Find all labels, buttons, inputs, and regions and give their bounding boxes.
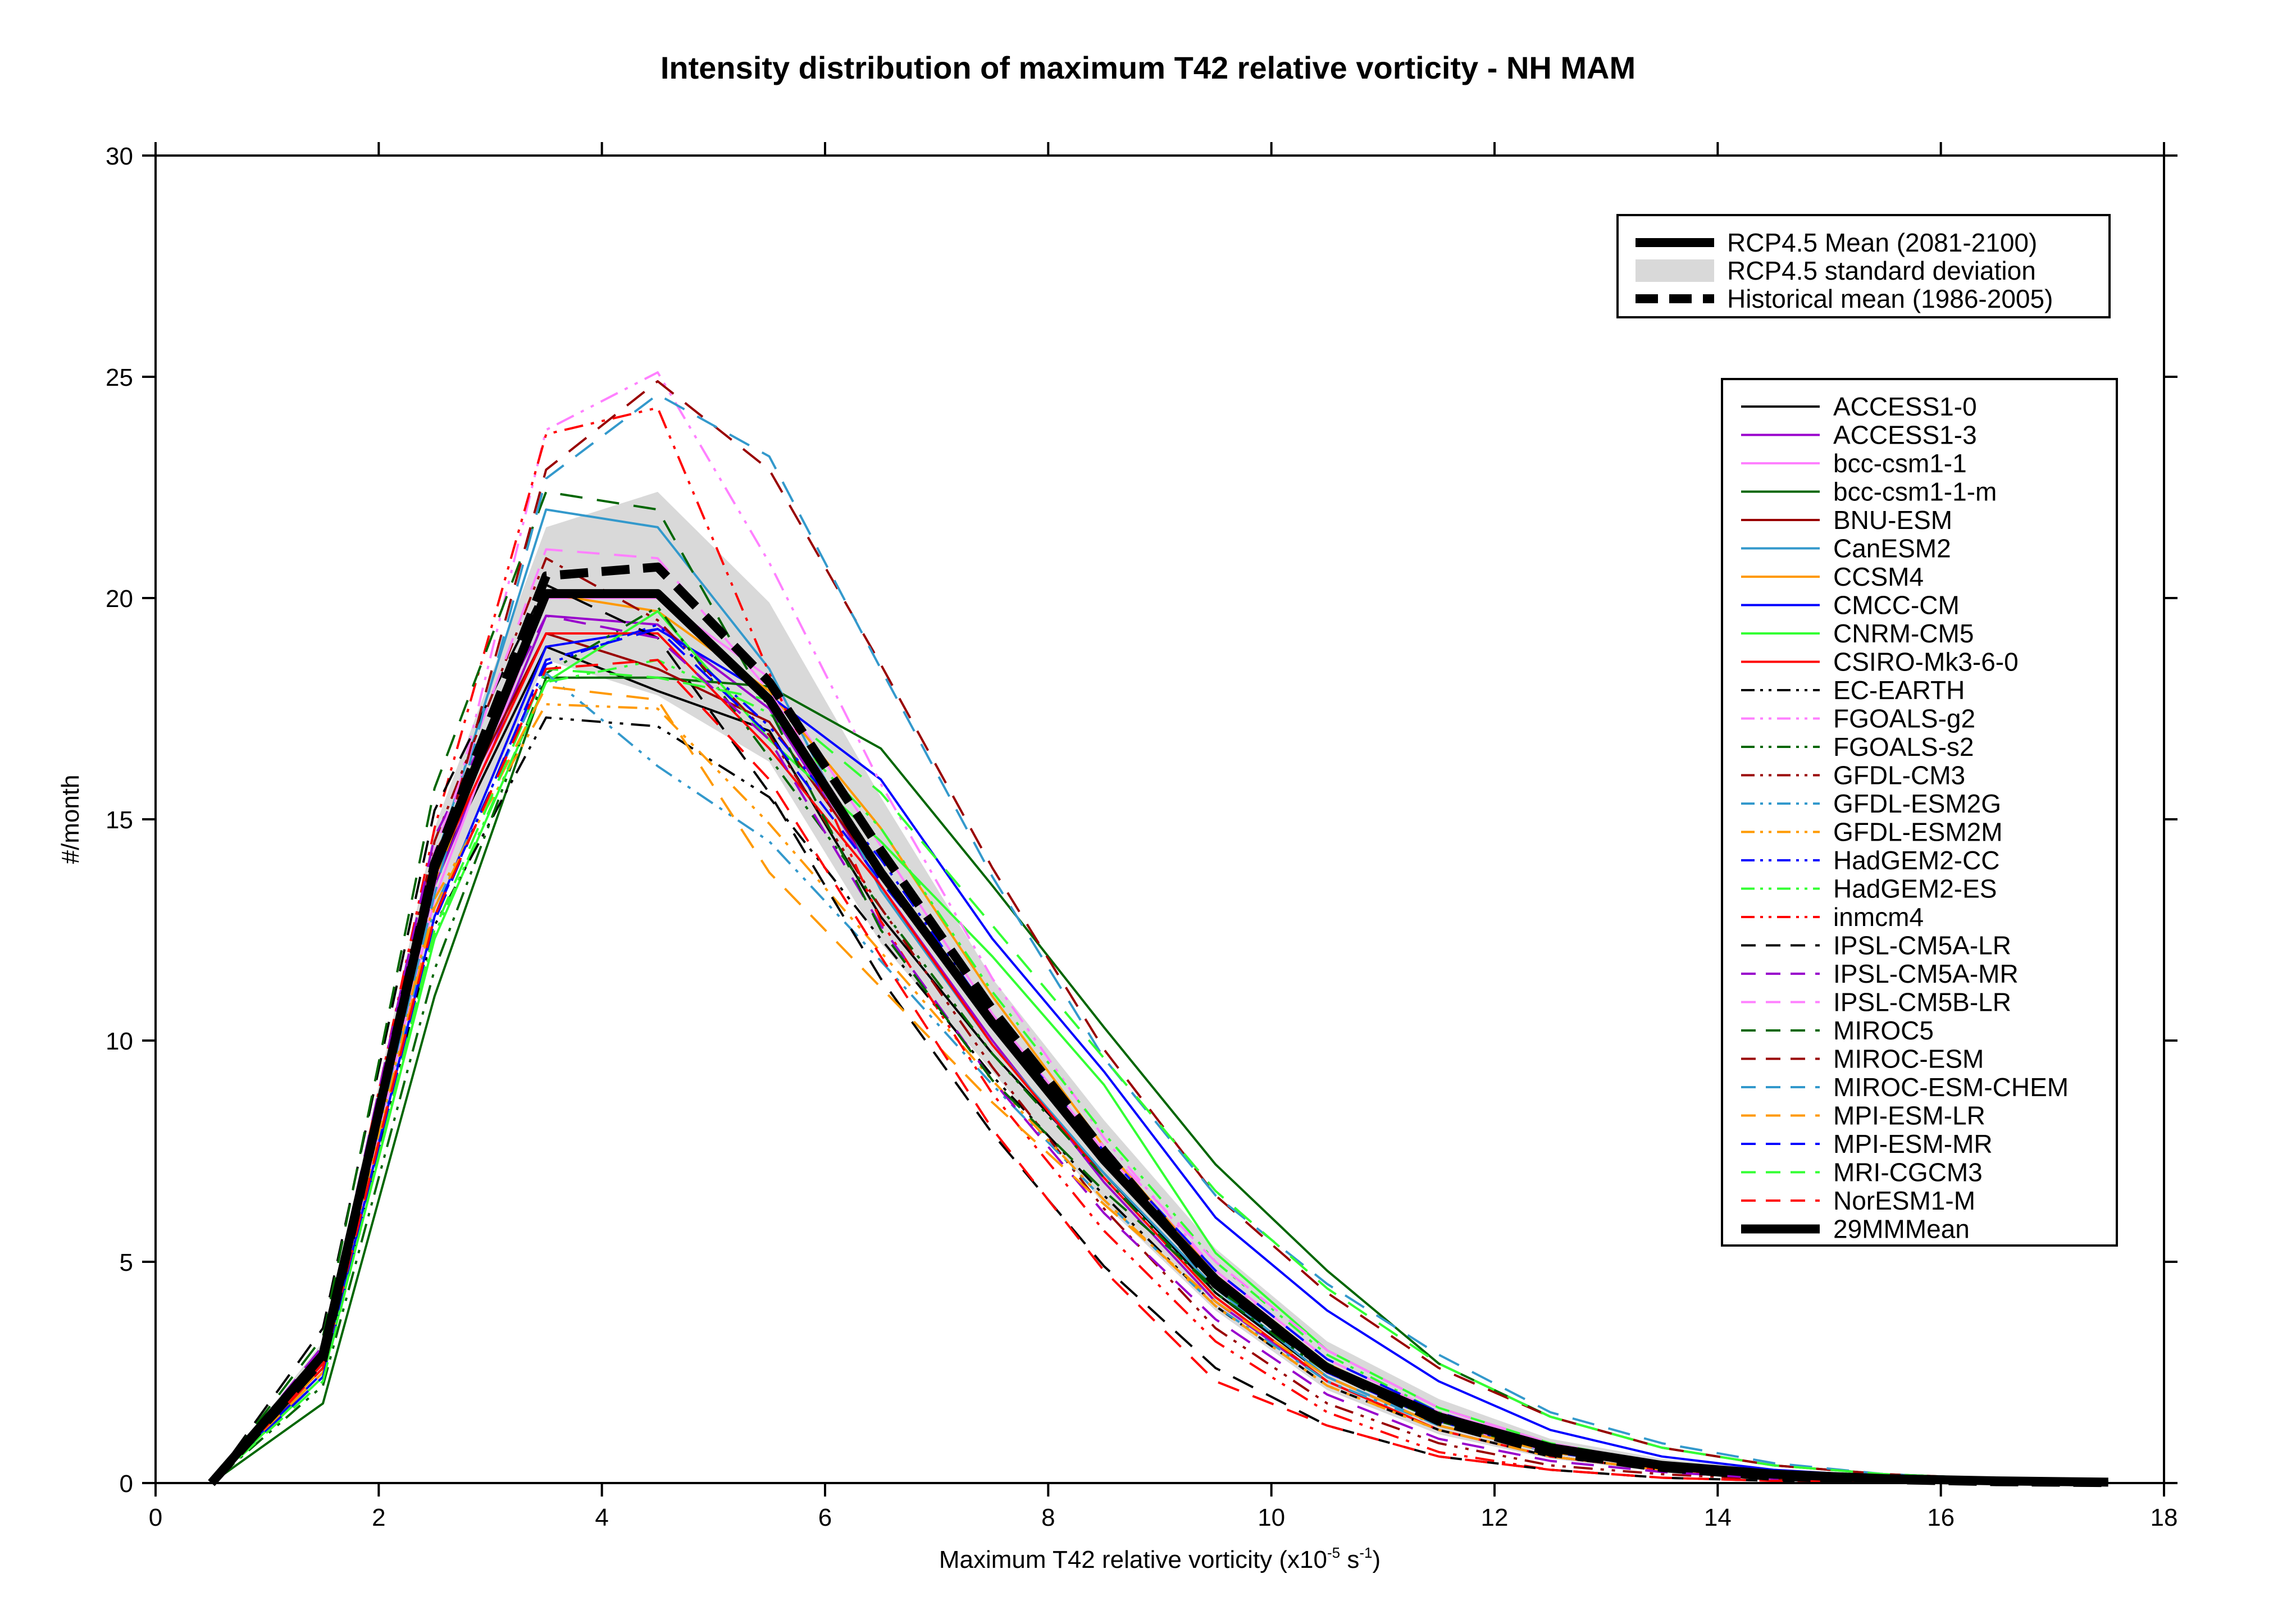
legend-mm-mean-label: 29MMMean: [1833, 1215, 1970, 1244]
rcp45-mean-line: [208, 589, 2108, 1487]
legend-model-label: MIROC-ESM: [1833, 1044, 1984, 1074]
y-tick-label: 5: [120, 1249, 133, 1276]
legend-model-label: MPI-ESM-MR: [1833, 1129, 1993, 1158]
axes: 0 2 4 6 8 10 12 14 16 18 0 5 10 15 20 25 30: [106, 142, 2177, 1531]
legend-model-label: GFDL-CM3: [1833, 761, 1965, 790]
series-line-hadgem2-es: [210, 659, 2108, 1484]
legend-model-label: HadGEM2-CC: [1833, 846, 2000, 875]
x-tick-label: 18: [2151, 1504, 2178, 1531]
legend-model-label: inmcm4: [1833, 902, 1924, 932]
legend-top: RCP4.5 Mean (2081-2100)RCP4.5 standard d…: [1616, 214, 2111, 318]
x-tick-label: 16: [1927, 1504, 1955, 1531]
series-line-mri-cgcm3: [210, 668, 2108, 1484]
y-tick-label: 30: [106, 143, 133, 170]
legend-top-label: RCP4.5 Mean (2081-2100): [1727, 228, 2037, 257]
legend-swatch-band: [1636, 259, 1714, 282]
x-tick-label: 8: [1041, 1504, 1055, 1531]
series-line-gfdl-cm3: [210, 557, 2108, 1484]
legend-model-label: EC-EARTH: [1833, 676, 1965, 705]
legend-model-label: FGOALS-g2: [1833, 704, 1975, 733]
x-tick-label: 14: [1704, 1504, 1732, 1531]
x-tick-label: 2: [372, 1504, 385, 1531]
x-tick-label: 6: [818, 1504, 832, 1531]
legend-top-label: Historical mean (1986-2005): [1727, 284, 2053, 313]
series-line-inmcm4: [210, 407, 2108, 1484]
series-line-ipsl-cm5a-mr: [210, 614, 2108, 1484]
legend-model-label: IPSL-CM5A-LR: [1833, 931, 2011, 960]
y-tick-label: 10: [106, 1028, 133, 1055]
legend-model-label: GFDL-ESM2M: [1833, 818, 2003, 847]
legend-model-label: CCSM4: [1833, 562, 1924, 591]
y-tick-label: 15: [106, 806, 133, 834]
series-line-miroc-esm: [210, 380, 2108, 1484]
x-axis-label: Maximum T42 relative vorticity (x10-5 s-…: [939, 1544, 1381, 1573]
y-tick-label: 0: [120, 1470, 133, 1498]
legend-model-label: CMCC-CM: [1833, 591, 1960, 620]
legend-model-label: MPI-ESM-LR: [1833, 1101, 1985, 1130]
legend-model-label: HadGEM2-ES: [1833, 874, 1997, 904]
legend-model-label: IPSL-CM5B-LR: [1833, 988, 2011, 1017]
x-tick-label: 12: [1481, 1504, 1509, 1531]
legend-model-label: GFDL-ESM2G: [1833, 789, 2001, 818]
series-line-mpi-esm-lr: [210, 685, 2108, 1484]
y-axis-label: #/month: [57, 775, 84, 864]
legend-model-label: ACCESS1-0: [1833, 392, 1977, 421]
legend-model-label: MIROC-ESM-CHEM: [1833, 1073, 2069, 1102]
legend-model-label: CNRM-CM5: [1833, 619, 1974, 648]
mean-lines: [208, 562, 2108, 1488]
legend-model-label: FGOALS-s2: [1833, 732, 1974, 761]
legend-model-label: MRI-CGCM3: [1833, 1158, 1983, 1187]
legend-model-label: IPSL-CM5A-MR: [1833, 959, 2019, 988]
x-tick-label: 10: [1258, 1504, 1285, 1531]
legend-models-box: [1721, 378, 2118, 1247]
legend-top-label: RCP4.5 standard deviation: [1727, 256, 2036, 285]
legend-model-label: bcc-csm1-1-m: [1833, 477, 1997, 507]
legend-model-label: bcc-csm1-1: [1833, 449, 1967, 478]
legend-model-label: CSIRO-Mk3-6-0: [1833, 647, 2019, 677]
x-tick-label: 0: [149, 1504, 162, 1531]
legend-model-label: MIROC5: [1833, 1016, 1934, 1045]
chart-title: Intensity distribution of maximum T42 re…: [660, 50, 1636, 85]
legend-model-label: BNU-ESM: [1833, 505, 1952, 535]
x-tick-label: 4: [595, 1504, 608, 1531]
legend-model-label: NorESM1-M: [1833, 1186, 1975, 1215]
legend-model-label: ACCESS1-3: [1833, 421, 1977, 450]
series-line-miroc-esm-chem: [210, 393, 2108, 1484]
y-tick-label: 25: [106, 364, 133, 391]
legend-models: ACCESS1-0ACCESS1-3bcc-csm1-1bcc-csm1-1-m…: [1721, 378, 2118, 1247]
legend-model-label: CanESM2: [1833, 534, 1951, 563]
y-tick-label: 20: [106, 585, 133, 613]
